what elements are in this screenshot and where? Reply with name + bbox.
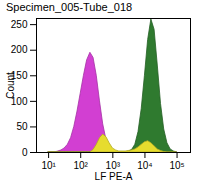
html-text:Specimen_005-Tube_018: Specimen_005-Tube_018 xyxy=(6,1,133,13)
svg-text:10⁴: 10⁴ xyxy=(137,160,152,171)
svg-text:150: 150 xyxy=(10,70,28,81)
svg-text:50: 50 xyxy=(16,121,28,132)
svg-text:10¹: 10¹ xyxy=(41,160,56,171)
svg-text:100: 100 xyxy=(10,95,28,107)
svg-text:250: 250 xyxy=(11,19,28,30)
svg-text:10⁵: 10⁵ xyxy=(169,160,184,171)
svg-text:LF PE-A: LF PE-A xyxy=(95,171,133,182)
svg-text:200: 200 xyxy=(11,44,28,55)
svg-text:0: 0 xyxy=(22,147,28,158)
svg-text:Count: Count xyxy=(5,72,16,99)
svg-text:10³: 10³ xyxy=(106,160,121,171)
svg-text:10²: 10² xyxy=(73,160,88,171)
